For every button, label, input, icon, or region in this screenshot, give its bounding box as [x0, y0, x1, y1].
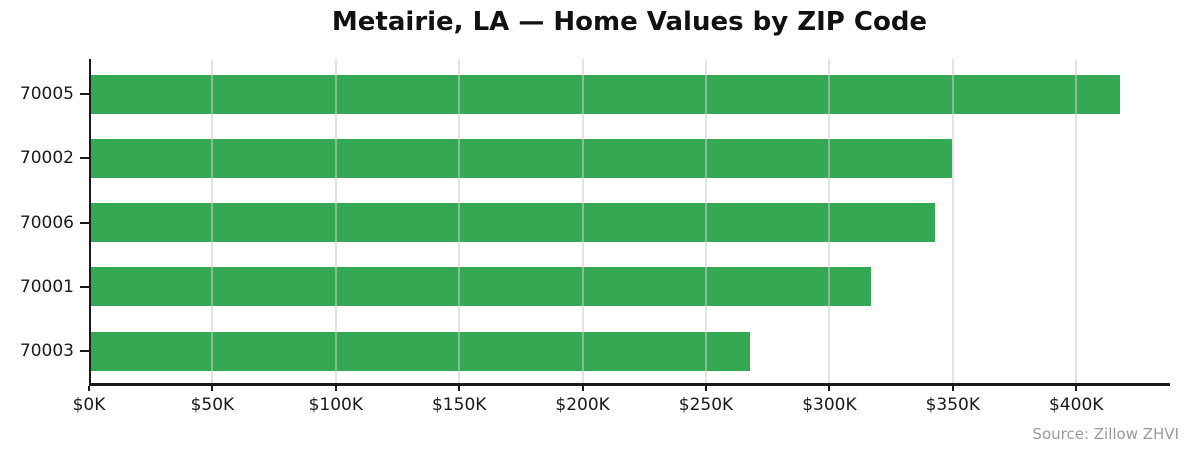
x-tick-mark	[951, 386, 954, 391]
plot-area: $0K $50K $100K $150K $200K $250K $300K $350K $40…	[20, 59, 1170, 415]
x-tick-mark	[581, 386, 584, 391]
x-tick-label: $300K	[802, 395, 857, 415]
bar-70003	[91, 331, 750, 371]
x-tick-mark	[828, 386, 831, 391]
y-tick-mark	[80, 285, 89, 288]
x-tick-label: $150K	[431, 395, 487, 415]
y-axis-line	[89, 59, 91, 386]
y-tick-mark	[80, 350, 89, 352]
x-tick-mark	[458, 386, 461, 391]
y-tick-mark	[80, 157, 89, 160]
gridline-$200K	[581, 59, 584, 383]
y-tick-label-70001: 70001	[19, 276, 74, 297]
bar-70006	[91, 203, 936, 242]
gridline-$50K	[211, 59, 214, 383]
x-axis-line	[89, 383, 1170, 386]
y-tick-mark	[80, 93, 89, 95]
gridline-$400K	[1075, 59, 1078, 383]
x-tick-label: $50K	[190, 395, 235, 415]
x-tick-mark	[211, 386, 214, 391]
y-tick-mark	[80, 221, 89, 224]
gridline-$100K	[334, 59, 337, 383]
y-tick-label-70006: 70006	[19, 212, 74, 233]
gridline-$350K	[951, 59, 954, 383]
x-tick-label: $250K	[678, 395, 734, 415]
y-tick-label-70005: 70005	[19, 84, 74, 104]
x-tick-label: $200K	[555, 395, 610, 415]
x-tick-mark	[88, 386, 90, 391]
gridline-$250K	[705, 59, 707, 383]
y-tick-label-70002: 70002	[19, 148, 74, 169]
chart-title: Metairie, LA — Home Values by ZIP Code	[331, 7, 928, 37]
gridline-$300K	[828, 59, 831, 383]
x-tick-mark	[705, 386, 707, 391]
bar-70002	[91, 138, 953, 178]
x-tick-label: $350K	[925, 395, 981, 415]
gridline-$150K	[458, 59, 461, 383]
y-tick-label-70003: 70003	[19, 341, 74, 361]
source-note: Source: Zillow ZHVI	[1032, 425, 1179, 443]
bar-70005	[91, 74, 1121, 114]
x-tick-label: $400K	[1048, 395, 1104, 415]
x-tick-label: $100K	[308, 395, 364, 415]
x-tick-mark	[334, 386, 337, 391]
x-tick-label: $0K	[72, 395, 106, 415]
bar-70001	[91, 267, 871, 307]
x-tick-mark	[1075, 386, 1078, 391]
